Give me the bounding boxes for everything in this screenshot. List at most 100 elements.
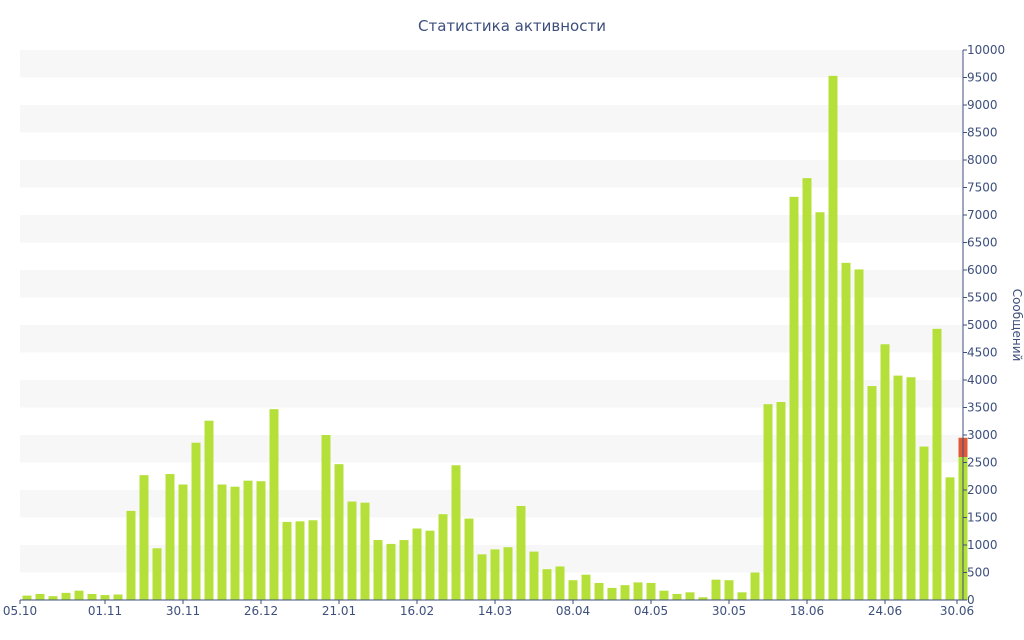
y-tick-label: 3000 — [967, 428, 998, 442]
bar — [750, 572, 760, 600]
bar — [308, 520, 318, 600]
x-tick-label: 21.01 — [322, 604, 356, 618]
bar — [282, 521, 292, 600]
bar — [464, 518, 474, 600]
bar — [425, 530, 435, 600]
y-axis-ticks: 0 500 1000 1500 2000 2500 3000 3500 4000 4500 5000… — [963, 43, 1005, 607]
y-tick-label: 9000 — [967, 98, 998, 112]
bar — [555, 566, 565, 600]
bar — [516, 505, 526, 600]
x-tick-label: 14.03 — [478, 604, 512, 618]
y-tick-label: 8500 — [967, 126, 998, 140]
x-tick-label: 30.11 — [166, 604, 200, 618]
y-tick-label: 7000 — [967, 208, 998, 222]
bar — [165, 474, 175, 600]
y-tick-label: 8000 — [967, 153, 998, 167]
bar — [607, 587, 617, 600]
bar — [932, 328, 942, 600]
bar — [490, 549, 500, 600]
bar — [919, 446, 929, 600]
x-tick-label: 04.05 — [634, 604, 668, 618]
bar — [334, 464, 344, 600]
x-tick-label: 26.12 — [244, 604, 278, 618]
bar — [178, 484, 188, 600]
bar — [737, 592, 747, 600]
bar — [48, 596, 58, 600]
x-tick-label: 05.10 — [3, 604, 37, 618]
bar — [633, 582, 643, 600]
bar — [204, 420, 214, 600]
y-tick-label: 9500 — [967, 71, 998, 85]
bar — [763, 404, 773, 600]
bar — [568, 580, 578, 600]
bar — [22, 595, 32, 600]
bar — [61, 592, 71, 600]
bar — [880, 344, 890, 600]
bar — [828, 75, 838, 601]
bars — [22, 75, 968, 601]
bar — [412, 528, 422, 600]
bar — [126, 510, 136, 600]
y-tick-label: 7500 — [967, 181, 998, 195]
y-tick-label: 10000 — [967, 43, 1005, 57]
x-tick-label: 08.04 — [556, 604, 590, 618]
bar — [217, 484, 227, 600]
bar — [360, 502, 370, 600]
bar — [113, 594, 123, 600]
bar — [581, 574, 591, 600]
chart-title: Статистика активности — [418, 17, 606, 35]
bar — [35, 593, 45, 600]
y-tick-label: 4500 — [967, 346, 998, 360]
y-tick-label: 0 — [967, 593, 975, 607]
grid-band — [20, 50, 963, 78]
bar — [698, 597, 708, 600]
bar — [724, 580, 734, 600]
bar — [867, 386, 877, 600]
bar — [711, 579, 721, 600]
bar — [152, 548, 162, 600]
y-tick-label: 500 — [967, 566, 990, 580]
y-tick-label: 5000 — [967, 318, 998, 332]
y-axis-label: Сообщений — [1010, 289, 1024, 362]
bar — [789, 196, 799, 600]
bar — [906, 377, 916, 600]
bar — [191, 442, 201, 600]
bar — [100, 595, 110, 600]
bar — [399, 540, 409, 600]
y-tick-label: 2500 — [967, 456, 998, 470]
bar — [620, 585, 630, 600]
bar — [659, 590, 669, 600]
bar — [542, 569, 552, 600]
bar — [74, 590, 84, 600]
bar — [776, 402, 786, 600]
y-tick-label: 5500 — [967, 291, 998, 305]
y-tick-label: 4000 — [967, 373, 998, 387]
bar — [815, 212, 825, 600]
bar — [373, 540, 383, 600]
y-tick-label: 6500 — [967, 236, 998, 250]
y-tick-label: 1500 — [967, 511, 998, 525]
y-tick-label: 2000 — [967, 483, 998, 497]
bar — [321, 435, 331, 600]
bar — [451, 465, 461, 600]
bar — [347, 501, 357, 600]
bar — [854, 269, 864, 600]
x-tick-label: 01.11 — [88, 604, 122, 618]
bar — [269, 409, 279, 600]
bar — [503, 547, 513, 600]
bar — [295, 521, 305, 600]
bar — [139, 475, 149, 600]
bar — [529, 551, 539, 600]
bar — [685, 592, 695, 600]
bar — [672, 593, 682, 600]
bar — [87, 593, 97, 600]
bar — [802, 178, 812, 600]
x-axis-ticks: 05.10 01.11 30.11 26.12 21.01 16.02 14.03 08.04… — [3, 600, 974, 618]
bar — [646, 582, 656, 600]
bar — [386, 543, 396, 600]
bar — [230, 486, 240, 600]
bar — [841, 262, 851, 600]
bar — [243, 480, 253, 600]
grid-band — [20, 160, 963, 188]
